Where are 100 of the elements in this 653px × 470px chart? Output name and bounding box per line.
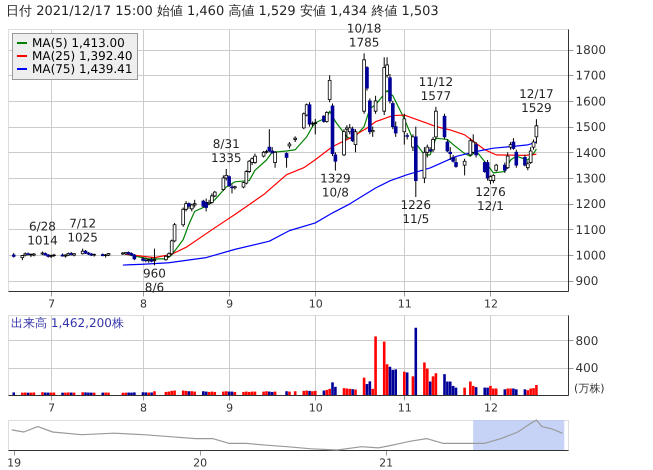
y-tick-label: 1400 — [576, 146, 606, 160]
bar — [403, 372, 406, 395]
candlestick — [268, 128, 272, 153]
bar — [423, 362, 426, 395]
candlestick — [486, 160, 490, 182]
bar — [494, 388, 498, 395]
bar — [265, 391, 268, 395]
bar — [492, 388, 495, 395]
x-tick-label: 7 — [48, 402, 56, 414]
x-tick-label: 8 — [140, 402, 147, 414]
bar — [12, 392, 16, 395]
bar — [228, 392, 230, 395]
x-tick-label: 20 — [193, 456, 208, 470]
bar — [234, 392, 236, 395]
x-tick-label: 21 — [379, 456, 394, 470]
candlestick — [514, 149, 518, 168]
bar — [224, 391, 228, 395]
x-tick-label: 8 — [140, 298, 147, 310]
bar — [274, 392, 276, 395]
x-tick-label: 7 — [48, 298, 56, 310]
bar — [142, 392, 144, 395]
annotation: 960 8/6 — [143, 266, 166, 294]
chart-title: 出来高 1,462,200株 — [11, 316, 124, 330]
bar — [443, 374, 446, 395]
bar — [532, 388, 535, 395]
bar — [242, 392, 245, 395]
bar — [41, 392, 44, 395]
bar — [305, 390, 308, 395]
y-tick-label: 1100 — [576, 222, 606, 237]
bar — [414, 328, 418, 395]
bar — [210, 392, 214, 395]
bar — [150, 392, 153, 395]
bar — [524, 389, 526, 395]
legend-label: MA(75) 1,439.41 — [32, 62, 132, 76]
candlestick — [442, 113, 446, 140]
bar — [368, 381, 372, 395]
x-tick-label: 11 — [398, 298, 412, 310]
y-tick-label: 1300 — [576, 171, 606, 186]
bar — [308, 390, 311, 395]
bar — [366, 384, 368, 395]
y-tick-label: 1200 — [576, 197, 606, 212]
bar — [374, 336, 377, 395]
bar — [153, 391, 156, 395]
bar — [188, 391, 190, 395]
bar — [489, 386, 492, 395]
bar — [348, 388, 352, 395]
bar — [285, 391, 288, 395]
candlestick — [253, 153, 257, 164]
bar — [288, 392, 291, 395]
candlestick — [462, 158, 466, 176]
bar — [346, 388, 348, 395]
candlestick — [324, 110, 329, 124]
bar — [302, 390, 306, 395]
candlestick — [354, 128, 358, 153]
candlestick — [454, 156, 458, 168]
x-tick-label: 10 — [308, 298, 323, 310]
bar — [270, 392, 274, 395]
bar — [486, 388, 489, 395]
bar — [193, 392, 196, 395]
x-tick-label: 12 — [484, 402, 498, 414]
bar — [515, 389, 518, 395]
bar — [392, 370, 394, 395]
x-tick-label: 19 — [7, 456, 22, 470]
bar — [382, 342, 386, 395]
y-axis-title: (万株) — [574, 382, 605, 395]
bar — [32, 392, 36, 395]
annotation: 8/31 1335 — [210, 136, 242, 165]
bar — [208, 392, 210, 395]
candlestick — [204, 198, 208, 212]
bar — [472, 386, 475, 395]
candlestick — [523, 154, 527, 167]
bar — [133, 392, 136, 395]
bar — [144, 392, 148, 395]
candlestick — [152, 248, 156, 266]
x-tick-label: 12 — [484, 298, 498, 310]
bar — [67, 392, 70, 395]
annotation: 1329 10/8 — [320, 172, 351, 200]
bar — [173, 390, 176, 395]
bar — [254, 392, 256, 395]
bar — [331, 382, 334, 395]
bar — [213, 392, 216, 395]
candlestick — [534, 118, 538, 144]
candlestick — [506, 152, 510, 170]
annotation: 1226 11/5 — [400, 198, 432, 226]
annotation: 6/28 1014 — [27, 219, 58, 248]
bar — [509, 388, 512, 395]
legend-label: MA(5) 1,413.00 — [32, 36, 125, 50]
x-tick-label: 9 — [226, 298, 234, 310]
bar — [164, 392, 168, 395]
bar — [535, 385, 538, 395]
chart-title: 日付 2021/12/17 15:00 始値 1,460 高値 1,529 安値 1,434 終値 1,503 — [6, 2, 439, 19]
bar — [448, 382, 452, 395]
bar — [354, 390, 357, 395]
y-tick-label: 1500 — [576, 120, 606, 134]
bar — [311, 391, 314, 395]
x-tick-label: 10 — [308, 402, 323, 414]
bar — [463, 388, 466, 395]
bar — [362, 378, 366, 395]
candlestick — [313, 118, 318, 135]
bar — [202, 391, 205, 395]
